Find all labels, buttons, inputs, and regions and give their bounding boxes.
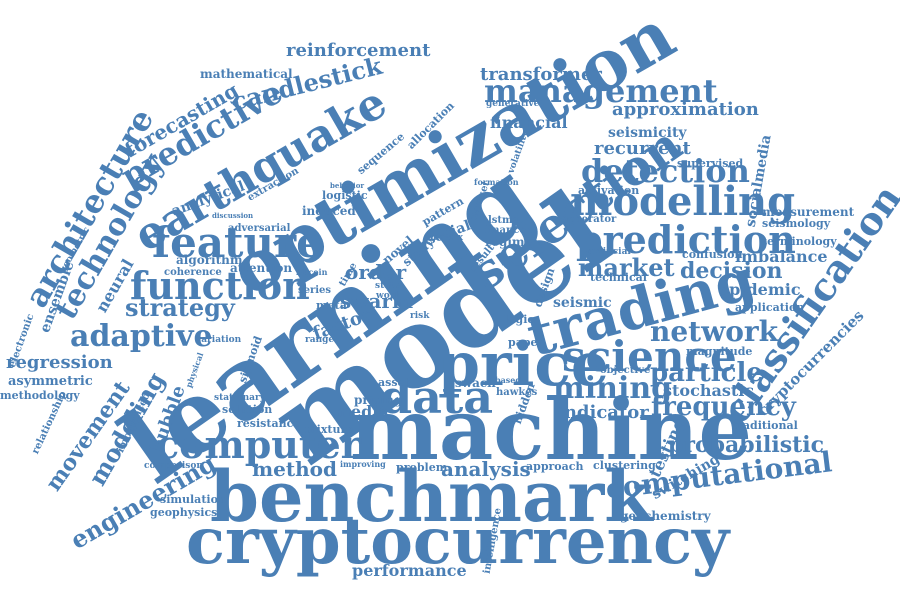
word-particle: particle (650, 358, 763, 388)
word-mathematical: mathematical (200, 67, 293, 81)
word-swach: swach (455, 376, 496, 390)
word-data: data (380, 370, 494, 424)
word-mining: mining (553, 371, 673, 406)
word-transformer: transformer (480, 64, 602, 85)
word-problem: problem (396, 461, 448, 474)
word-discussion: discussion (212, 211, 254, 220)
word-science: science (562, 332, 737, 381)
word-behavior: behavior (330, 181, 365, 190)
word-machine: machine (350, 380, 752, 479)
word-hawkes: hawkes (496, 387, 538, 398)
word-coherence: coherence (164, 267, 222, 278)
word-range: range (305, 335, 335, 345)
word-feature: feature (152, 218, 323, 267)
word-improving: improving (340, 459, 386, 469)
word-resistance: resistance (237, 417, 301, 430)
word-reinforcement: reinforcement (286, 40, 431, 61)
word-geochemistry: geochemistry (620, 509, 711, 523)
word-benchmark: benchmark (210, 455, 653, 538)
word-regime: regime (485, 235, 533, 249)
word-regression: regression (6, 352, 113, 373)
word-mixture: mixture (305, 423, 354, 436)
word-simulation: simulation (160, 493, 226, 506)
word-variation: variation (196, 335, 242, 345)
word-computer: computer (156, 422, 361, 467)
word-stationary: stationary (214, 393, 265, 403)
word-logic: logic (504, 313, 535, 326)
word-supervised: supervised (677, 157, 744, 170)
word-activation: activation (578, 184, 640, 197)
word-imbalance: imbalance (735, 247, 828, 266)
word-strategy: strategy (125, 293, 235, 322)
word-clustering: clustering (593, 459, 656, 472)
word-stochastic: stochastic (663, 381, 755, 400)
word-modelling: modelling (570, 178, 796, 225)
word-formation: formation (474, 177, 519, 187)
word-methodology: methodology (0, 389, 80, 402)
word-price: price (438, 330, 610, 400)
word-artificial: artificial (588, 247, 631, 257)
word-seismology: seismology (762, 217, 831, 230)
word-state: state (375, 281, 400, 291)
word-asset: asset (378, 376, 410, 389)
word-generative: generative (486, 99, 540, 109)
word-network: network (650, 315, 779, 348)
word-magnitude: magnitude (686, 345, 753, 358)
word-meta: meta (316, 299, 347, 312)
word-asymmetric: asymmetric (8, 374, 93, 389)
word-objective: objective (600, 365, 651, 376)
word-technical: technical (590, 271, 647, 284)
word-detection: detection (581, 152, 750, 190)
word-application: application (735, 301, 805, 314)
word-epidemic: epidemic (719, 280, 801, 299)
word-geophysics: geophysics (150, 506, 218, 519)
word-frequency: frequency (651, 392, 796, 422)
word-traditional: traditional (732, 419, 798, 432)
word-series: series (298, 285, 332, 296)
word-solution: solution (222, 403, 273, 416)
word-based: based (495, 375, 521, 385)
word-market: market (578, 253, 675, 282)
word-method: method (252, 457, 337, 481)
word-confusion: confusion (682, 248, 743, 261)
word-risk: risk (410, 311, 430, 321)
word-measurement: measurement (762, 205, 855, 219)
word-recurrent: recurrent (594, 138, 691, 159)
word-indicator: indicator (557, 402, 649, 423)
word-seismicity: seismicity (608, 125, 687, 141)
word-lstms: lstms (488, 215, 519, 226)
word-function: function (130, 263, 310, 308)
word-approximation: approximation (612, 99, 759, 120)
word-prediction: prediction (576, 217, 796, 262)
word-attention: attention (230, 261, 293, 275)
word-media: media (334, 402, 389, 421)
word-adversarial: adversarial (228, 223, 291, 234)
word-order: order (345, 260, 407, 284)
word-pricing: pricing (354, 393, 403, 407)
word-performance: performance (352, 561, 467, 580)
word-generator: generator (561, 214, 617, 225)
word-bitcoin: bitcoin (296, 267, 328, 277)
word-work: work (376, 291, 401, 301)
word-swarm: swarm (340, 289, 414, 313)
word-logistic: logistic (322, 189, 368, 202)
word-decision: decision (680, 258, 783, 284)
word-probabilistic: probabilistic (668, 432, 825, 458)
word-financial: financial (490, 113, 568, 132)
word-terminology: terminology (762, 235, 837, 248)
word-seismic: seismic (553, 295, 612, 311)
word-algorithm: algorithm (176, 253, 243, 267)
word-cryptocurrency: cryptocurrency (186, 504, 730, 579)
word-analysis: analysis (441, 457, 531, 481)
word-approach: approach (526, 460, 584, 473)
word-adaptive: adaptive (70, 319, 213, 354)
word-paper: paper (508, 336, 544, 349)
word-finance: finance (485, 225, 526, 236)
word-management: management (484, 72, 718, 110)
word-comparison: comparison (144, 461, 203, 471)
word-induced: induced (302, 204, 356, 218)
word-matrix: matrix (430, 233, 464, 243)
